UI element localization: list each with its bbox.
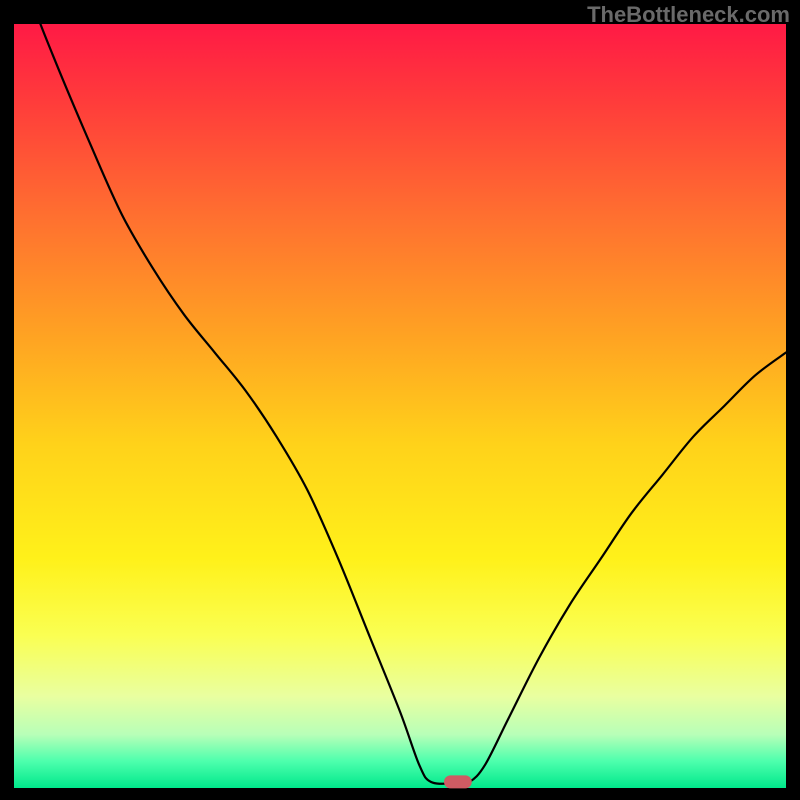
bottleneck-chart [0, 0, 800, 800]
watermark-text: TheBottleneck.com [587, 2, 790, 28]
optimum-marker [444, 775, 472, 788]
gradient-background [14, 24, 786, 788]
chart-container: TheBottleneck.com [0, 0, 800, 800]
